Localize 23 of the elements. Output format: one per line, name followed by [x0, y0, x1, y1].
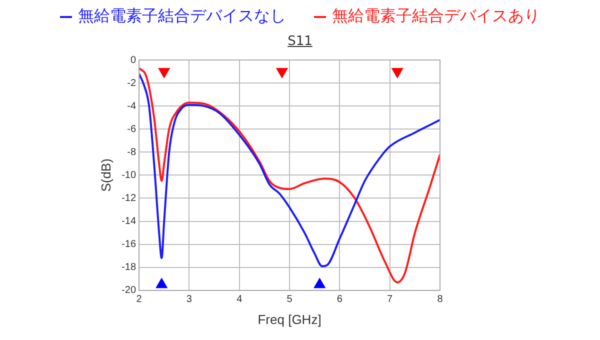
y-tick-label: -8 [127, 146, 136, 158]
y-tick-label: -2 [127, 78, 136, 89]
x-tick-label: 2 [136, 294, 142, 306]
y-tick-label: -18 [122, 262, 136, 274]
y-tick-label: -12 [122, 192, 136, 204]
y-tick-label: -16 [122, 239, 136, 250]
x-tick-label: 3 [186, 294, 192, 306]
x-tick-label: 8 [437, 294, 444, 306]
x-tick-label: 7 [387, 294, 394, 306]
y-tick-label: 0 [130, 54, 136, 66]
y-tick-label: -20 [122, 285, 136, 296]
y-tick-label: -14 [122, 216, 136, 228]
legend-label: 無給電素子結合デバイスなし [77, 6, 286, 25]
y-tick-label: -6 [127, 124, 136, 135]
y-tick-label: -10 [122, 170, 136, 181]
x-axis-title: Freq [GHz] [258, 312, 322, 327]
x-tick-label: 5 [286, 294, 293, 306]
x-tick-label: 4 [236, 294, 243, 306]
legend-label: 無給電素子結合デバイスあり [331, 6, 540, 25]
x-tick-label: 6 [336, 294, 343, 306]
chart-title: S11 [286, 34, 314, 49]
y-axis-title: S(dB) [98, 158, 114, 192]
y-tick-label: -4 [127, 100, 136, 112]
